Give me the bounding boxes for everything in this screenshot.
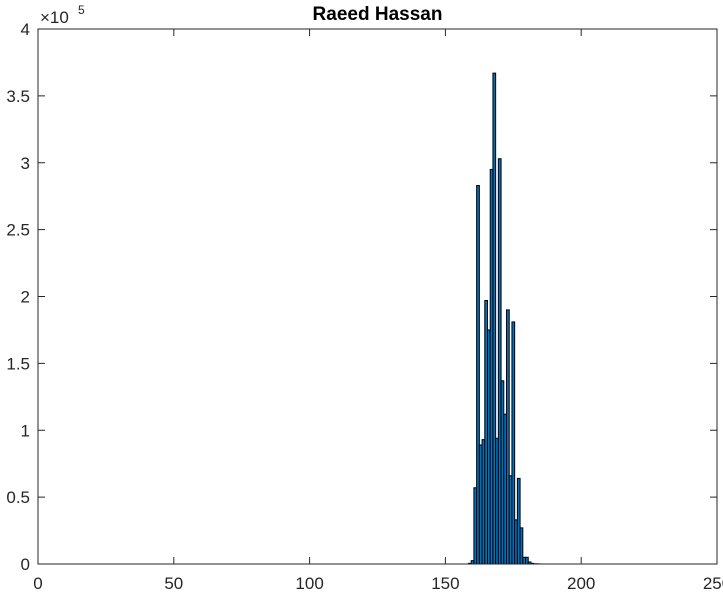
y-tick-label: 2 — [21, 288, 30, 307]
chart-title: Raeed Hassan — [313, 4, 443, 25]
y-tick-label: 1.5 — [6, 354, 30, 373]
y-tick-label: 1 — [21, 421, 30, 440]
bars-layer — [467, 72, 543, 565]
y-tick-label: 0.5 — [6, 488, 30, 507]
y-tick-label: 3.5 — [6, 87, 30, 106]
x-tick-labels: 0 50 100 150 200 250 — [33, 574, 723, 593]
x-tick-label: 100 — [295, 574, 323, 593]
y-exponent-power: 5 — [78, 3, 85, 17]
y-tick-label: 3 — [21, 154, 30, 173]
x-tick-label: 50 — [164, 574, 183, 593]
y-exponent-base: ×10 — [40, 8, 69, 27]
y-tick-label: 0 — [21, 555, 30, 574]
y-tick-label: 4 — [21, 20, 30, 39]
y-tick-label: 2.5 — [6, 221, 30, 240]
x-tick-label: 150 — [431, 574, 459, 593]
ticks-layer — [37, 28, 718, 565]
y-tick-labels: 0 0.5 1 1.5 2 2.5 3 3.5 4 — [6, 20, 30, 574]
x-tick-label: 250 — [703, 574, 723, 593]
axes-box — [37, 28, 718, 565]
x-tick-label: 200 — [567, 574, 595, 593]
x-tick-label: 0 — [33, 574, 42, 593]
